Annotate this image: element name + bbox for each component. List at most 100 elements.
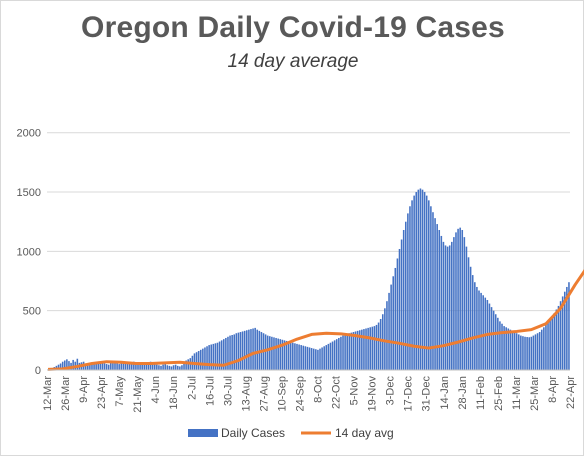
bar: [292, 342, 294, 370]
bar: [402, 230, 405, 370]
bar: [112, 363, 114, 370]
bar: [551, 316, 554, 370]
bar: [84, 363, 87, 370]
bar: [448, 245, 451, 370]
bar: [149, 361, 152, 370]
bar: [430, 206, 432, 370]
bar: [216, 342, 219, 370]
bar: [352, 332, 355, 370]
bar: [68, 361, 70, 370]
bar: [478, 290, 480, 370]
x-tick-label: 10-Sep: [276, 376, 288, 411]
chart-title: Oregon Daily Covid-19 Cases: [81, 11, 505, 44]
bar: [494, 314, 497, 370]
bar: [220, 340, 223, 370]
bar: [536, 333, 539, 370]
bar: [467, 257, 470, 370]
x-tick-label: 18-Jun: [168, 376, 180, 410]
bar: [344, 334, 346, 370]
bar: [277, 338, 279, 370]
bar: [499, 321, 501, 370]
bar: [120, 363, 123, 370]
bar: [333, 340, 336, 370]
bar: [377, 322, 380, 370]
bar: [371, 326, 374, 370]
bar: [559, 301, 562, 370]
bar: [335, 339, 338, 370]
bar: [350, 332, 353, 370]
bar: [421, 189, 424, 370]
x-tick-label: 25-Mar: [529, 376, 541, 411]
bar: [59, 363, 62, 370]
x-tick-label: 9-Apr: [78, 376, 90, 403]
bar: [110, 362, 112, 370]
bar: [61, 361, 64, 370]
bar: [409, 206, 411, 370]
bar: [287, 341, 290, 370]
x-tick-label: 21-May: [132, 376, 144, 413]
bar: [555, 309, 558, 370]
bar: [388, 292, 390, 370]
bar: [369, 327, 371, 370]
bar: [197, 351, 200, 370]
bar: [306, 346, 309, 370]
bar: [398, 248, 401, 370]
bar: [114, 362, 116, 370]
bar: [239, 332, 242, 370]
bar: [566, 286, 568, 370]
bar: [281, 339, 284, 370]
x-tick-label: 24-Sep: [294, 376, 306, 411]
bar: [515, 333, 518, 370]
bar: [501, 323, 503, 370]
bar: [124, 362, 127, 370]
bar: [425, 195, 428, 370]
bar: [423, 192, 426, 370]
bar: [289, 342, 292, 370]
bar: [296, 343, 298, 370]
x-tick-label: 11-Mar: [511, 376, 523, 410]
bar: [528, 337, 530, 370]
bar: [298, 344, 300, 370]
bar: [225, 337, 227, 370]
bar: [520, 335, 522, 370]
bar: [522, 336, 524, 370]
x-tick-label: 3-Dec: [385, 376, 397, 406]
bar: [170, 366, 173, 370]
bar: [526, 337, 528, 370]
bar: [471, 275, 474, 370]
bar: [164, 364, 166, 370]
bar: [101, 362, 104, 370]
bar: [304, 346, 307, 370]
bar: [428, 200, 430, 370]
bar: [530, 336, 533, 370]
x-tick-label: 13-Aug: [240, 376, 252, 411]
bar: [400, 239, 403, 370]
bar: [91, 362, 93, 370]
bar: [392, 276, 395, 370]
bar: [312, 348, 315, 370]
bar: [103, 363, 106, 370]
x-tick-label: 19-Nov: [367, 376, 379, 412]
bar: [509, 329, 512, 370]
bar: [87, 364, 89, 370]
bar: [440, 235, 443, 370]
bar: [294, 343, 296, 370]
bar: [243, 330, 246, 370]
bar: [480, 292, 482, 370]
x-tick-label: 27-Aug: [258, 376, 270, 411]
x-tick-label: 14-Jan: [439, 376, 451, 410]
bar: [210, 344, 213, 370]
bar: [254, 327, 256, 370]
bar: [206, 346, 208, 370]
bar: [517, 334, 520, 370]
bar: [266, 335, 269, 370]
bar: [107, 364, 110, 370]
bar: [229, 335, 231, 370]
bar: [176, 365, 179, 370]
bar: [208, 345, 210, 370]
bar: [436, 224, 438, 370]
bar: [404, 221, 407, 370]
bar: [162, 364, 164, 370]
bar: [158, 365, 160, 370]
bar: [227, 336, 229, 370]
